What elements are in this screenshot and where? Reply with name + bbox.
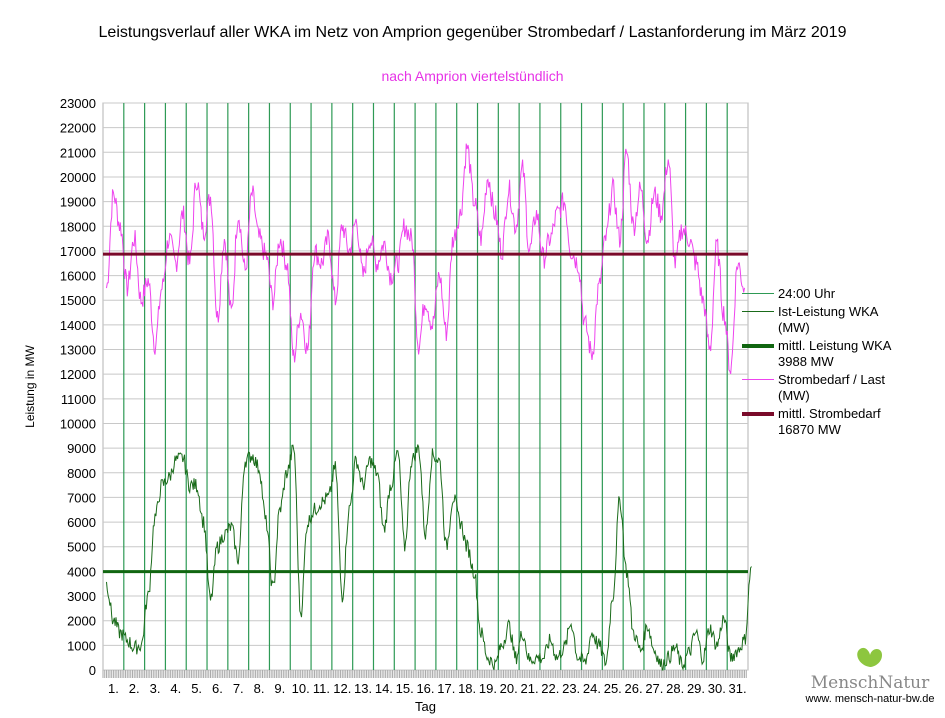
x-tick-label: 5. [191, 681, 202, 696]
x-tick-label: 19. [479, 681, 497, 696]
logo-name: MenschNatur [810, 673, 930, 693]
x-tick-label: 25. [604, 681, 622, 696]
x-tick-label: 29. [687, 681, 705, 696]
y-tick-label: 6000 [67, 515, 96, 530]
wka-power-line [106, 444, 752, 672]
y-tick-label: 20000 [60, 170, 96, 185]
x-tick-label: 6. [212, 681, 223, 696]
x-tick-label: 15. [396, 681, 414, 696]
y-tick-label: 15000 [60, 293, 96, 308]
demand-line [106, 143, 745, 375]
x-tick-label: 27. [645, 681, 663, 696]
y-axis-label: Leistung in MW [23, 344, 37, 427]
legend-label: 3988 MW [778, 354, 834, 369]
x-tick-label: 18. [458, 681, 476, 696]
legend-label: mittl. Leistung WKA [778, 338, 892, 353]
x-tick-label: 28. [666, 681, 684, 696]
x-tick-label: 4. [170, 681, 181, 696]
y-tick-label: 5000 [67, 540, 96, 555]
legend-item-demand-mean: mittl. Strombedarf 16870 MW [742, 406, 891, 438]
legend: 24:00 Uhr Ist-Leistung WKA (MW) mittl. Le… [742, 286, 892, 440]
y-tick-label: 13000 [60, 343, 96, 358]
legend-item-wka: Ist-Leistung WKA (MW) [742, 304, 891, 336]
legend-label: (MW) [778, 388, 810, 403]
y-tick-label: 22000 [60, 121, 96, 136]
ginkgo-leaf-icon [857, 647, 882, 679]
x-tick-label: 11. [313, 681, 330, 696]
y-tick-label: 17000 [60, 244, 96, 259]
chart-title: Leistungsverlauf aller WKA im Netz von A… [98, 24, 847, 41]
y-tick-label: 9000 [67, 441, 96, 456]
y-tick-label: 19000 [60, 195, 96, 210]
x-tick-label: 3. [150, 681, 161, 696]
legend-label: Strombedarf / Last [778, 372, 885, 387]
y-tick-label: 3000 [67, 589, 96, 604]
x-tick-label: 9. [274, 681, 285, 696]
y-tick-label: 10000 [60, 416, 96, 431]
legend-item-demand: Strombedarf / Last (MW) [742, 372, 891, 404]
x-tick-label: 23. [562, 681, 580, 696]
x-tick-label: 30. [708, 681, 726, 696]
legend-item-wka-mean: mittl. Leistung WKA 3988 MW [742, 338, 892, 370]
y-tick-label: 2000 [67, 614, 96, 629]
logo-url: www. mensch-natur-bw.de [805, 693, 935, 705]
x-tick-label: 17. [437, 681, 455, 696]
x-tick-label: 16. [416, 681, 434, 696]
x-tick-label: 2. [129, 681, 140, 696]
legend-item-day-line: 24:00 Uhr [742, 286, 891, 302]
x-tick-label: 21. [520, 681, 538, 696]
y-tick-label: 0 [89, 663, 96, 678]
y-tick-label: 21000 [60, 145, 96, 160]
y-tick-label: 18000 [60, 219, 96, 234]
x-tick-label: 31. [729, 681, 747, 696]
y-tick-label: 8000 [67, 466, 96, 481]
legend-label: 24:00 Uhr [778, 286, 836, 301]
legend-label: (MW) [778, 320, 810, 335]
legend-label: Ist-Leistung WKA [778, 304, 879, 319]
y-tick-label: 4000 [67, 564, 96, 579]
x-tick-label: 8. [254, 681, 265, 696]
x-tick-label: 13. [354, 681, 372, 696]
x-axis-label: Tag [415, 699, 436, 714]
legend-label: 16870 MW [778, 422, 841, 437]
y-tick-label: 11000 [61, 392, 96, 407]
y-tick-label: 1000 [67, 638, 96, 653]
x-tick-label: 7. [233, 681, 244, 696]
y-tick-label: 7000 [67, 490, 96, 505]
chart-subtitle: nach Amprion viertelstündlich [381, 68, 564, 84]
x-tick-label: 12. [333, 681, 351, 696]
legend-label: mittl. Strombedarf [778, 406, 881, 421]
y-tick-label: 12000 [60, 367, 96, 382]
x-tick-label: 26. [625, 681, 643, 696]
x-tick-label: 1. [108, 681, 119, 696]
y-tick-label: 16000 [60, 269, 96, 284]
x-tick-label: 20. [500, 681, 518, 696]
x-tick-label: 14. [375, 681, 393, 696]
x-tick-label: 10. [292, 681, 310, 696]
x-tick-label: 24. [583, 681, 601, 696]
y-tick-label: 23000 [60, 96, 96, 111]
x-tick-label: 22. [541, 681, 559, 696]
plot-area [102, 102, 749, 671]
logo: MenschNatur www. mensch-natur-bw.de [800, 645, 940, 705]
y-tick-label: 14000 [60, 318, 96, 333]
